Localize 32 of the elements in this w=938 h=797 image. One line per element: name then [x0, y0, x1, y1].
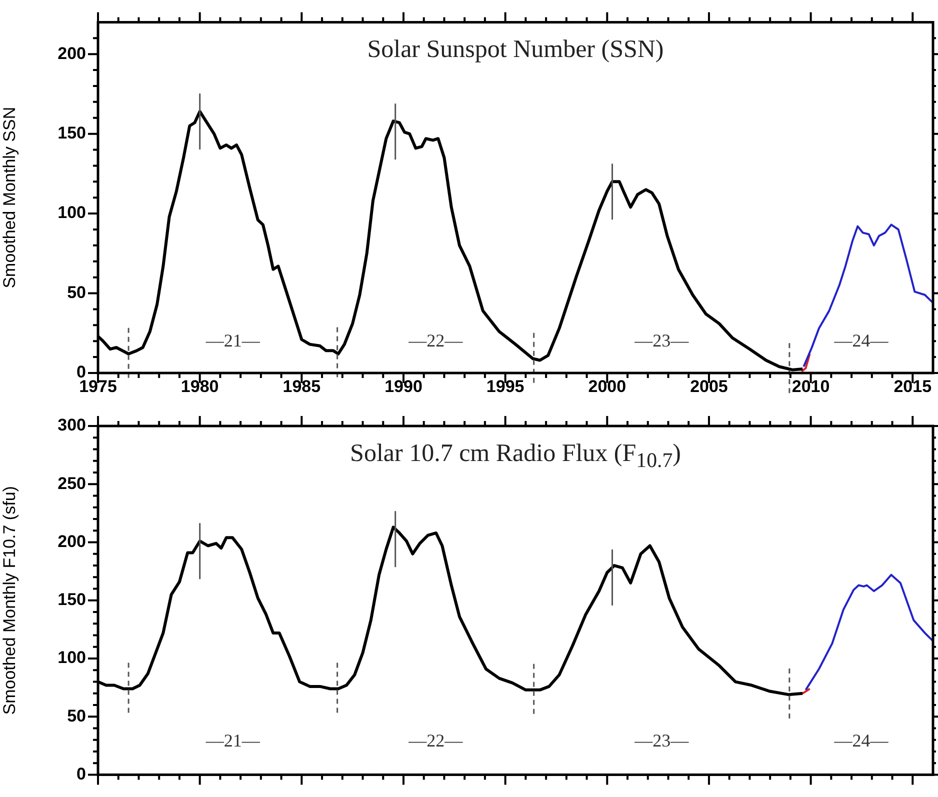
x-tick-label: 2010 — [792, 376, 830, 396]
annotation: —22— — [408, 330, 464, 351]
annotation: —21— — [204, 730, 261, 751]
y-axis-title: Smoothed Monthly SSN — [0, 106, 19, 288]
x-tick-label: 2015 — [894, 376, 932, 396]
text: Solar 10.7 cm Radio Flux (F$_{10.7}$) — [350, 440, 681, 473]
y-tick-label: 100 — [58, 203, 86, 222]
annotation: —23— — [634, 730, 690, 751]
y-axis-title: Smoothed Monthly F10.7 (sfu) — [0, 486, 19, 715]
annotation: —21— — [204, 330, 261, 351]
x-tick-label: 1980 — [180, 376, 219, 396]
x-tick-label: 1990 — [384, 376, 422, 396]
y-tick-label: 0 — [76, 764, 86, 784]
y-tick-label: 200 — [58, 532, 86, 551]
y-tick-label: 100 — [58, 648, 86, 668]
x-tick-label: 2005 — [690, 376, 728, 396]
x-tick-label: 1975 — [79, 376, 117, 396]
y-tick-label: 200 — [58, 44, 86, 63]
x-tick-label: 1985 — [282, 376, 321, 396]
y-tick-label: 150 — [58, 590, 86, 610]
y-tick-label: 150 — [58, 124, 86, 143]
y-tick-label: 50 — [67, 282, 86, 302]
y-tick-label: 50 — [67, 706, 86, 726]
y-tick-label: 250 — [58, 474, 86, 493]
annotation: —24— — [833, 330, 890, 351]
annotation: —22— — [408, 730, 464, 751]
text: Solar Sunspot Number (SSN) — [367, 36, 664, 64]
annotation: —24— — [833, 730, 890, 751]
x-tick-label: 2000 — [588, 376, 626, 396]
x-tick-label: 1995 — [486, 376, 524, 396]
y-tick-label: 300 — [58, 416, 86, 435]
annotation: —23— — [634, 330, 690, 351]
